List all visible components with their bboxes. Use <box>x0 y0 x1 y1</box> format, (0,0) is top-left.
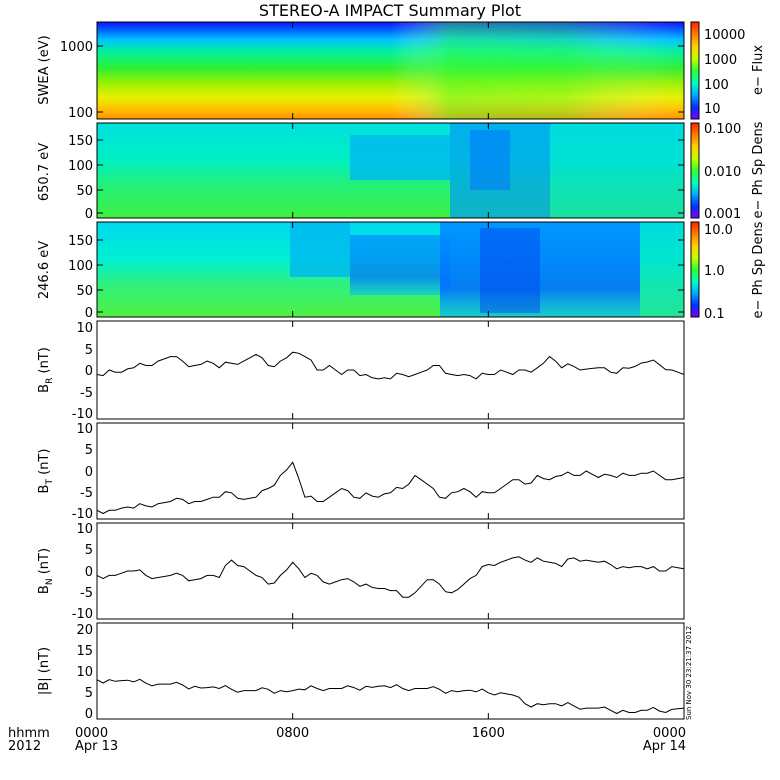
br-ytick: -5 <box>80 386 93 401</box>
pad650-ytick: 0 <box>85 207 93 222</box>
bmag-ylabel: |B| (nT) <box>37 647 52 695</box>
pad650-panel: 150 100 50 0 650.7 eV 0.100 0.010 0.001 … <box>37 121 766 222</box>
swea-ylabel: SWEA (eV) <box>37 35 52 104</box>
pad246-feature <box>480 228 540 313</box>
bmag-panel: 20 15 10 5 0 |B| (nT) Sun Nov 30 23:21:3… <box>37 622 693 722</box>
pad246-feature <box>440 222 640 317</box>
pad650-cbar-tick: 0.001 <box>704 207 741 222</box>
x-tick-label: 1600 <box>472 726 505 741</box>
pad246-panel: 150 100 50 0 246.6 eV 10.0 1.0 0.1 e− Ph… <box>37 221 766 322</box>
pad650-cbar-tick: 0.010 <box>704 165 741 180</box>
bn-ytick: -5 <box>80 586 93 601</box>
br-ytick: 5 <box>85 343 93 358</box>
pad246-colorbar <box>690 221 700 318</box>
bt-ytick: 5 <box>85 443 93 458</box>
br-ytick: 0 <box>85 364 93 379</box>
br-ytick: -10 <box>72 407 93 422</box>
bmag-frame <box>96 622 685 720</box>
bt-ylabel: BT (nT) <box>37 449 55 494</box>
bmag-ytick: 0 <box>85 707 93 722</box>
swea-frame <box>96 21 685 120</box>
pad246-ylabel: 246.6 eV <box>37 241 52 299</box>
br-ylabel: BR (nT) <box>37 347 55 393</box>
pad650-ytick: 150 <box>68 134 93 149</box>
bn-ylabel: BN (nT) <box>37 548 55 594</box>
swea-colorbar-label: e− Flux <box>751 45 766 95</box>
pad246-cbar-tick: 0.1 <box>704 307 725 322</box>
bmag-ytick: 5 <box>85 686 93 701</box>
swea-cbar-tick: 10000 <box>704 28 745 43</box>
x-tick-date: Apr 13 <box>75 739 118 754</box>
pad650-colorbar-label: e− Ph Sp Dens <box>751 121 766 218</box>
swea-cbar-tick: 1000 <box>704 53 737 68</box>
bt-series-line <box>96 461 685 515</box>
bn-ytick: -10 <box>72 607 93 622</box>
br-panel: 10 5 0 -5 -10 BR (nT) <box>37 320 685 422</box>
x-tick-label: 0000 <box>75 726 108 741</box>
pad246-colorbar-label: e− Ph Sp Dens <box>751 221 766 318</box>
pad246-frame <box>96 221 685 318</box>
bt-ytick: -10 <box>72 507 93 522</box>
bn-ytick: 0 <box>85 565 93 580</box>
pad650-feature <box>350 135 450 180</box>
pad246-feature <box>350 235 450 295</box>
swea-ytick: 1000 <box>60 40 93 55</box>
swea-spectrogram-variation <box>97 22 684 119</box>
pad650-ytick: 100 <box>68 159 93 174</box>
bn-series-line <box>96 556 685 598</box>
bmag-ytick: 10 <box>76 665 93 680</box>
generation-timestamp: Sun Nov 30 23:21:37 2012 <box>685 626 693 720</box>
bn-ytick: 5 <box>85 543 93 558</box>
br-frame <box>96 320 685 420</box>
bt-ytick: 10 <box>76 422 93 437</box>
pad650-ytick: 50 <box>76 184 93 199</box>
pad650-frame <box>96 122 685 219</box>
br-ytick: 10 <box>76 321 93 336</box>
bmag-ytick: 20 <box>76 623 93 638</box>
br-series-line <box>96 351 685 380</box>
bn-ytick: 10 <box>76 522 93 537</box>
pad650-feature <box>550 123 684 218</box>
bt-panel: 10 5 0 -5 -10 BT (nT) <box>37 422 685 522</box>
x-axis-label-row1: hhmm <box>8 726 50 741</box>
swea-colorbar <box>690 21 700 120</box>
pad246-ytick: 100 <box>68 259 93 274</box>
x-axis-label-row2: 2012 <box>8 739 41 754</box>
bmag-ytick: 15 <box>76 644 93 659</box>
bt-ytick: -5 <box>80 486 93 501</box>
swea-panel: 1000 100 SWEA (eV) 10000 1000 100 10 e− … <box>37 21 766 121</box>
swea-cbar-tick: 100 <box>704 78 729 93</box>
pad246-cbar-tick: 1.0 <box>704 264 725 279</box>
pad246-feature <box>640 222 684 317</box>
bn-panel: 10 5 0 -5 -10 BN (nT) <box>37 522 685 622</box>
bmag-series-line <box>96 678 685 715</box>
x-tick-date: Apr 14 <box>643 739 686 754</box>
pad246-feature <box>290 222 350 277</box>
bt-ytick: 0 <box>85 465 93 480</box>
swea-ytick: 100 <box>68 106 93 121</box>
pad650-feature <box>470 130 510 190</box>
pad650-ylabel: 650.7 eV <box>37 143 52 201</box>
pad246-ytick: 0 <box>85 306 93 321</box>
pad246-ytick: 150 <box>68 234 93 249</box>
x-tick-label: 0800 <box>276 726 309 741</box>
pad650-colorbar <box>690 122 700 219</box>
x-tick-label: 0000 <box>653 726 686 741</box>
bt-frame <box>96 422 685 520</box>
swea-cbar-tick: 10 <box>704 102 721 117</box>
pad246-cbar-tick: 10.0 <box>704 223 733 238</box>
plot-title: STEREO-A IMPACT Summary Plot <box>259 1 521 20</box>
bn-frame <box>96 522 685 620</box>
pad650-cbar-tick: 0.100 <box>704 122 741 137</box>
pad246-ytick: 50 <box>76 284 93 299</box>
